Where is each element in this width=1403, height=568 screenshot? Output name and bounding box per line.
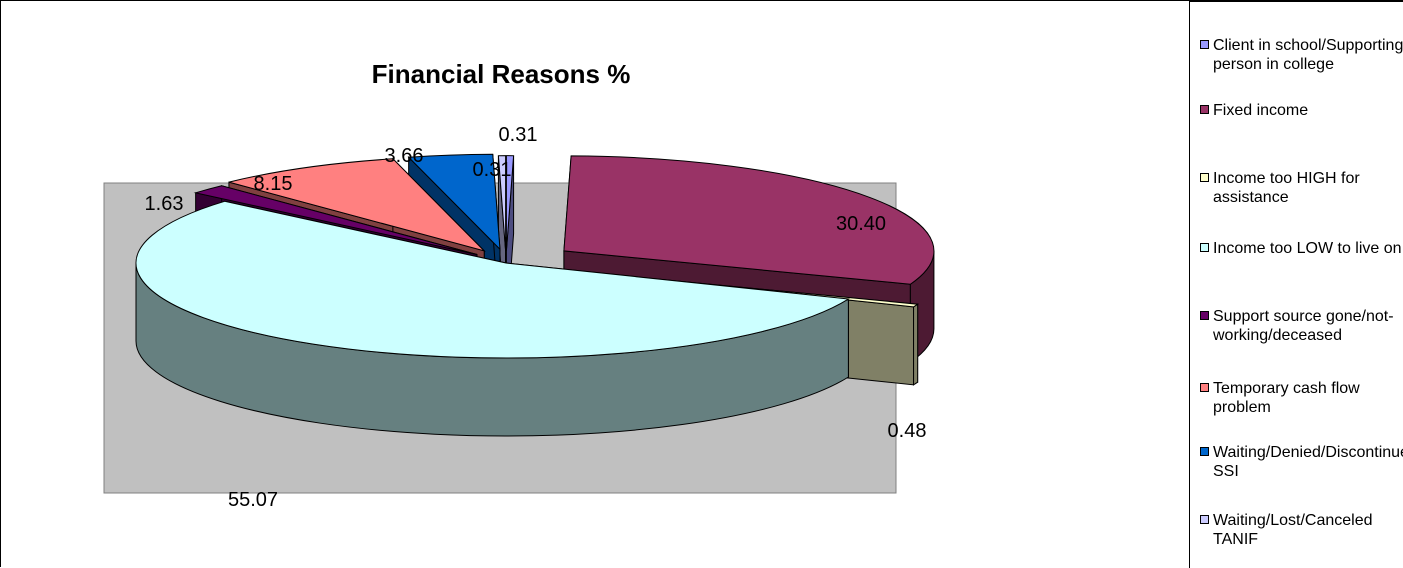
pie-slice xyxy=(193,185,478,256)
legend-swatch xyxy=(1200,311,1209,320)
data-label: 8.15 xyxy=(254,173,293,195)
legend-swatch xyxy=(1200,105,1209,114)
data-label: 30.40 xyxy=(836,213,886,235)
legend-label: Fixed income xyxy=(1213,102,1309,119)
legend-swatch xyxy=(1200,40,1209,49)
pie-slice xyxy=(497,155,507,251)
data-label: 55.07 xyxy=(228,489,278,511)
data-label: 1.63 xyxy=(145,193,184,215)
legend-swatch xyxy=(1200,515,1209,524)
legend-item: Support source gone/not-working/deceased xyxy=(1200,307,1403,345)
legend-label: Waiting/Denied/Discontinued SSI xyxy=(1213,444,1403,480)
pie-slice xyxy=(563,155,935,285)
pie-chart: 0.31 30.40 0.48 55.07 1.63 8.15 3.66 0.31 xyxy=(103,124,935,511)
data-label: 0.48 xyxy=(888,420,927,442)
data-label: 0.31 xyxy=(473,159,512,181)
legend-label: Support source gone/not-working/deceased xyxy=(1213,308,1394,344)
legend-swatch xyxy=(1200,173,1209,182)
legend-label: Income too LOW to live on xyxy=(1213,240,1402,257)
legend-label: Income too HIGH for assistance xyxy=(1213,170,1360,206)
legend-item: Income too LOW to live on xyxy=(1200,239,1403,258)
pie-slice-side xyxy=(913,303,919,386)
legend-item: Client in school/Supporting person in co… xyxy=(1200,36,1403,74)
legend-swatch xyxy=(1200,383,1209,392)
legend-item: Temporary cash flow problem xyxy=(1200,379,1403,417)
pie-slice xyxy=(505,155,515,251)
legend-swatch xyxy=(1200,243,1209,252)
legend-item: Waiting/Lost/Canceled TANIF xyxy=(1200,511,1403,549)
chart-title: Financial Reasons % xyxy=(371,59,631,89)
legend-item: Waiting/Denied/Discontinued SSI xyxy=(1200,443,1403,481)
legend: Client in school/Supporting person in co… xyxy=(1189,1,1403,568)
legend-item: Fixed income xyxy=(1200,101,1403,120)
legend-label: Temporary cash flow problem xyxy=(1213,380,1360,416)
data-label: 0.31 xyxy=(499,124,538,146)
legend-label: Waiting/Lost/Canceled TANIF xyxy=(1213,512,1373,548)
data-label: 3.66 xyxy=(385,145,424,167)
pie-slice xyxy=(228,158,486,252)
legend-item: Income too HIGH for assistance xyxy=(1200,169,1403,207)
pie-slice xyxy=(135,200,850,359)
pie-slice xyxy=(407,153,501,251)
legend-label: Client in school/Supporting person in co… xyxy=(1213,37,1403,73)
legend-swatch xyxy=(1200,447,1209,456)
